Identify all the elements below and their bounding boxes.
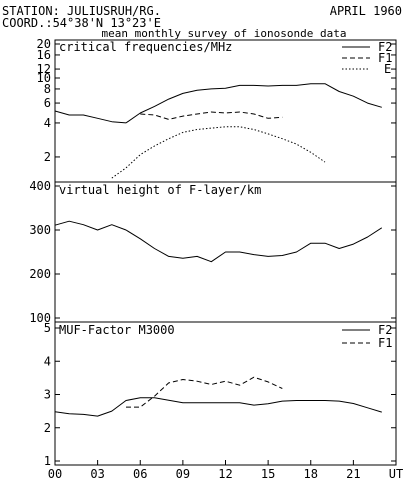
series-line-f1: [140, 111, 283, 120]
coord-label: COORD.:54°38'N 13°23'E: [2, 16, 161, 30]
x-tick-label: UT: [389, 467, 403, 480]
panel-critical-frequencies-title: critical frequencies/MHz: [59, 40, 232, 54]
y-tick-label: 12: [37, 62, 51, 76]
panel-critical-frequencies-lines: [54, 83, 382, 179]
panel-muf-factor-legend: F2 F1: [342, 323, 392, 350]
x-tick-label: 09: [176, 467, 190, 480]
survey-subtitle: mean monthly survey of ionosonde data: [101, 27, 346, 40]
y-tick-label: 16: [37, 48, 51, 62]
y-tick-label: 4: [44, 116, 51, 130]
y-tick-label: 10: [37, 71, 51, 85]
x-tick-label: 03: [90, 467, 104, 480]
y-tick-label: 3: [44, 388, 51, 402]
y-tick-label: 400: [29, 179, 51, 193]
panel-virtual-height-title: virtual height of F-layer/km: [59, 183, 261, 197]
legend-label-muf-f1: F1: [378, 336, 392, 350]
panel-muf-factor: MUF-Factor M3000 F2 F1 1 2 3 4 5: [44, 321, 397, 468]
x-axis: 00 03 06 09 12 15 18 21 UT: [48, 460, 403, 480]
y-tick-label: 6: [44, 96, 51, 110]
series-line-f2: [54, 83, 382, 124]
x-tick-label: 12: [218, 467, 232, 480]
y-tick-label: 4: [44, 354, 51, 368]
x-tick-label: 18: [304, 467, 318, 480]
y-tick-label: 2: [44, 421, 51, 435]
station-label: STATION: JULIUSRUH/RG.: [2, 4, 161, 18]
legend-label-f1: F1: [378, 51, 392, 65]
series-line-hf: [54, 220, 383, 263]
y-tick-label: 1: [44, 454, 51, 468]
x-tick-label: 00: [48, 467, 62, 480]
legend-label-f2: F2: [378, 40, 392, 54]
y-tick-label: 5: [44, 321, 51, 335]
panel-virtual-height-y-ticks: 100 200 300 400: [29, 179, 396, 325]
y-tick-label: 300: [29, 223, 51, 237]
panel-muf-factor-title: MUF-Factor M3000: [59, 323, 175, 337]
x-tick-label: 15: [261, 467, 275, 480]
x-tick-label: 06: [133, 467, 147, 480]
legend-label-muf-f2: F2: [378, 323, 392, 337]
y-tick-label: 2: [44, 150, 51, 164]
x-tick-label: 21: [346, 467, 360, 480]
panel-virtual-height-lines: [54, 220, 383, 263]
y-tick-label: 20: [37, 37, 51, 51]
legend-label-e: E: [384, 62, 391, 76]
y-tick-label: 8: [44, 82, 51, 96]
date-label: APRIL 1960: [330, 4, 402, 18]
y-tick-label: 100: [29, 311, 51, 325]
panel-muf-factor-y-ticks: 1 2 3 4 5: [44, 321, 396, 468]
series-line-f2: [54, 397, 382, 417]
y-tick-label: 200: [29, 267, 51, 281]
panel-muf-factor-lines: [54, 376, 382, 417]
panel-critical-frequencies-legend: F2 F1 E: [342, 40, 392, 76]
